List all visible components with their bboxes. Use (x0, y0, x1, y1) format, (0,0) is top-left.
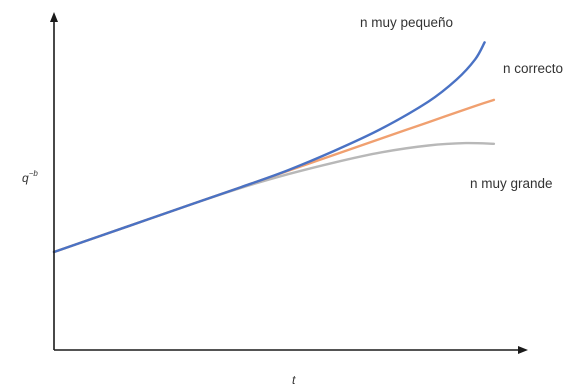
series-label-n-correcto: n correcto (503, 61, 563, 76)
series-line-0 (52, 41, 486, 254)
x-axis-arrow-icon (518, 346, 528, 354)
y-axis-label: q−b (22, 169, 38, 185)
series-group (52, 41, 496, 254)
x-axis-label: t (292, 373, 296, 387)
y-axis-arrow-icon (50, 12, 58, 22)
y-axis-label-exponent: −b (29, 169, 39, 178)
series-label-n-muy-grande: n muy grande (470, 176, 553, 191)
series-line-2 (52, 141, 496, 254)
series-label-n-muy-pequeno: n muy pequeño (360, 15, 453, 30)
y-axis-label-base: q (22, 171, 29, 185)
